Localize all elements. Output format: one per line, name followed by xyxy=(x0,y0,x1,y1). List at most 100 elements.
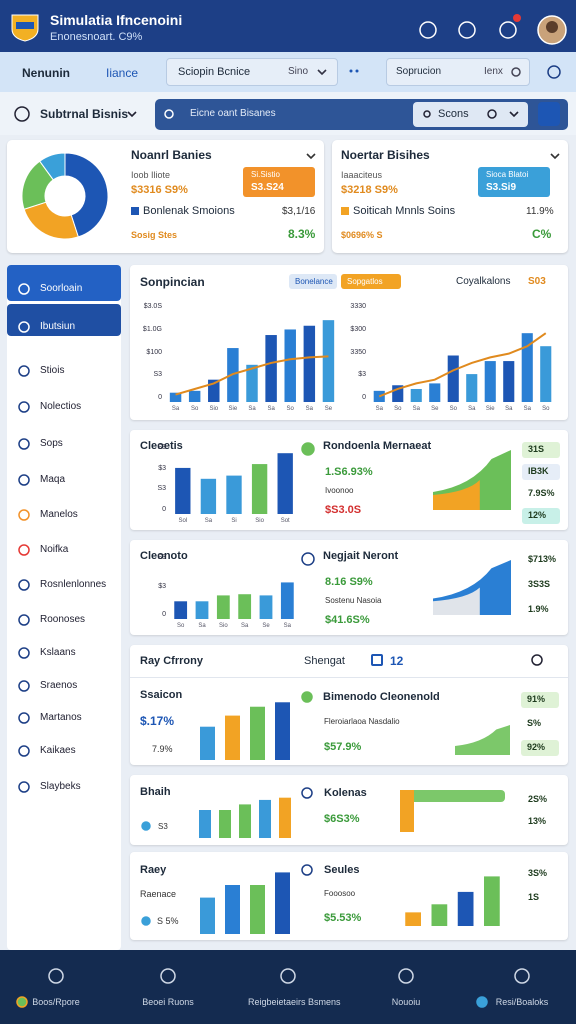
progress-shape xyxy=(400,790,505,802)
action-button[interactable] xyxy=(538,102,560,126)
x-tick-label: So xyxy=(287,406,295,412)
sidebar-icon xyxy=(18,647,30,659)
search-button[interactable] xyxy=(413,102,528,127)
card-item-value: 11.9% xyxy=(526,206,554,217)
sidebar-icon xyxy=(18,365,30,377)
sidebar-item[interactable]: Noifka xyxy=(40,544,69,555)
sidebar-icon xyxy=(18,781,30,793)
sidebar-item[interactable]: Sops xyxy=(40,438,63,449)
area-shape xyxy=(455,725,510,755)
bar xyxy=(277,453,293,514)
y-tick-label: S3 xyxy=(157,444,166,451)
bottom-nav-icon xyxy=(280,968,296,984)
sidebar-item[interactable]: Rosnlenlonnes xyxy=(40,579,107,590)
chat-icon[interactable] xyxy=(458,21,476,39)
sidebar-item-active[interactable] xyxy=(7,304,121,336)
x-tick-label: Sa xyxy=(376,406,384,412)
user-icon[interactable] xyxy=(547,65,561,79)
dot xyxy=(355,69,359,73)
panel-heading: Seules xyxy=(324,864,360,876)
sidebar-item[interactable]: Roonoses xyxy=(40,614,86,625)
bar xyxy=(250,885,265,934)
bar xyxy=(175,467,191,514)
sidebar-item[interactable]: Kslaans xyxy=(40,647,76,658)
bottom-nav-icon xyxy=(398,968,414,984)
notification-icon xyxy=(499,21,517,39)
sidebar-item[interactable]: Sraenos xyxy=(40,680,78,691)
status-dot xyxy=(141,916,151,926)
bar xyxy=(265,335,277,402)
panel-icon xyxy=(301,442,315,456)
notification-icon[interactable] xyxy=(499,21,517,39)
sidebar-item[interactable]: Stiois xyxy=(40,365,65,376)
panel-stat: 8.16 S9% xyxy=(325,576,373,588)
header-bar xyxy=(0,0,576,52)
x-tick-label: Sa xyxy=(267,406,275,412)
divider xyxy=(130,677,568,678)
stat-chip-label: $713% xyxy=(528,554,557,564)
stat-chip-label: IB3K xyxy=(528,466,549,476)
bottom-nav-item[interactable]: Beoei Ruons xyxy=(142,997,194,1007)
area-fill xyxy=(433,480,480,510)
card-label: Iaaaciteus xyxy=(341,170,383,180)
nav-tab[interactable]: Iiance xyxy=(106,66,139,80)
status-dot xyxy=(16,996,28,1008)
x-tick-label: So xyxy=(191,406,199,412)
stat-chip xyxy=(521,716,559,732)
sidebar-item[interactable]: Soorloain xyxy=(40,283,83,294)
sidebar-icon xyxy=(18,614,30,626)
area-fill xyxy=(455,740,488,755)
sidebar-item[interactable]: Maqa xyxy=(40,474,66,485)
bottom-nav-item[interactable]: Resi/Boaloks xyxy=(495,997,549,1007)
sidebar-item[interactable]: Nolectios xyxy=(40,401,82,412)
stat-chip xyxy=(522,890,560,906)
card-foot-value: C% xyxy=(532,227,552,241)
sidebar-item[interactable]: Kaikaes xyxy=(40,745,76,756)
select-label: Soprucion xyxy=(396,66,442,77)
chip xyxy=(289,274,337,289)
card-label: Ioob Iliote xyxy=(131,170,171,180)
x-tick-label: Se xyxy=(431,406,439,412)
bar xyxy=(275,872,290,934)
avatar[interactable] xyxy=(537,15,567,45)
x-tick-label: Se xyxy=(325,406,333,412)
bar xyxy=(466,374,478,402)
card-item-value: $3,1/16 xyxy=(282,206,316,217)
bottom-nav-item[interactable]: Reigbeietaeirs Bsmens xyxy=(248,997,341,1007)
sidebar-item[interactable]: Martanos xyxy=(40,712,82,723)
sidebar-item-active[interactable] xyxy=(7,265,121,301)
bottom-nav-item[interactable]: Nouoiu xyxy=(391,997,421,1007)
bar xyxy=(200,478,217,514)
bar xyxy=(392,385,404,402)
y-tick-label: S3 xyxy=(153,371,162,379)
panel-heading: Rondoenla Mernaeat xyxy=(323,440,432,452)
bottom-nav-icon xyxy=(280,968,296,984)
y-tick-label: 0 xyxy=(162,611,166,618)
sidebar-item[interactable]: Manelos xyxy=(40,509,78,520)
badge-label: Si.Sistio xyxy=(251,170,280,179)
bottom-nav-icon xyxy=(160,968,176,984)
y-tick-label: $3 xyxy=(158,464,166,472)
donut-chart xyxy=(21,152,109,240)
select-box[interactable] xyxy=(166,58,338,86)
search-icon[interactable] xyxy=(419,21,437,39)
panel-value: $S3.0S xyxy=(325,504,362,516)
sidebar-item[interactable]: Slaybeks xyxy=(40,781,81,792)
logo-band xyxy=(16,22,34,29)
stat-chip-label: 2S% xyxy=(528,794,548,804)
menu-dropdown[interactable]: Subtrnal Bisnis xyxy=(40,107,129,121)
menu-icon xyxy=(14,106,30,122)
bottom-nav-icon xyxy=(398,968,414,984)
select-box[interactable] xyxy=(386,58,530,86)
chevron-icon xyxy=(509,111,519,118)
panel-heading: Bimenodo Cleonenold xyxy=(323,691,440,703)
nav-tab[interactable]: Nenunin xyxy=(22,66,70,80)
bottom-nav-item[interactable]: Boos/Rpore xyxy=(32,997,80,1007)
stat-chip xyxy=(522,486,560,502)
bar xyxy=(431,904,448,926)
bar xyxy=(208,379,220,402)
sidebar-item[interactable]: Ibutsiun xyxy=(40,321,76,332)
area-shape xyxy=(433,560,511,615)
panel-icon xyxy=(301,442,315,456)
search-icon xyxy=(419,21,437,39)
